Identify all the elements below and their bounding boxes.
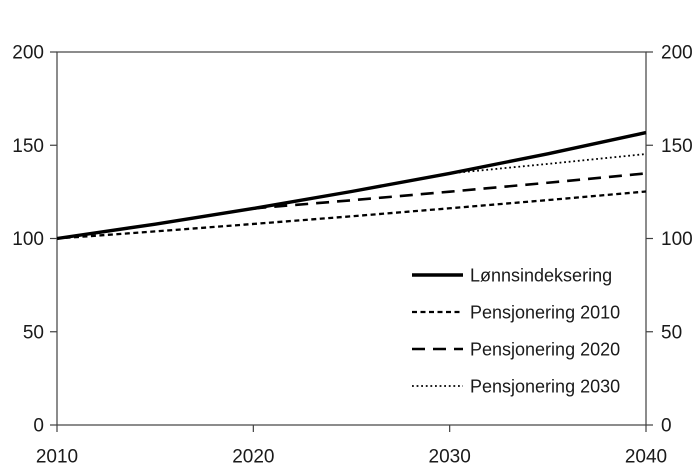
series-line-long-dash bbox=[253, 172, 647, 210]
y-axis-label-left: 0 bbox=[33, 416, 44, 437]
y-axis-label-right: 0 bbox=[661, 416, 672, 437]
x-axis-label: 2030 bbox=[429, 447, 471, 468]
legend-label: Pensjonering 2030 bbox=[470, 376, 620, 396]
plot-frame bbox=[56, 51, 647, 426]
y-axis-label-left: 100 bbox=[12, 229, 44, 250]
legend-label: Pensjonering 2020 bbox=[470, 339, 620, 359]
series-line-short-dash bbox=[56, 190, 647, 240]
y-axis-label-left: 50 bbox=[23, 322, 44, 343]
series-line-dotted bbox=[449, 153, 647, 175]
legend-label: Pensjonering 2010 bbox=[470, 302, 620, 322]
y-axis-label-right: 200 bbox=[661, 43, 693, 64]
y-axis-label-left: 200 bbox=[12, 43, 44, 64]
y-axis-label-right: 150 bbox=[661, 136, 693, 157]
y-axis-label-left: 150 bbox=[12, 136, 44, 157]
x-axis-label: 2010 bbox=[36, 447, 78, 468]
y-axis-label-right: 50 bbox=[661, 322, 682, 343]
legend-label: Lønnsindeksering bbox=[470, 265, 612, 285]
x-axis-label: 2020 bbox=[232, 447, 274, 468]
series-line-solid bbox=[56, 130, 647, 241]
x-axis-label: 2040 bbox=[625, 447, 667, 468]
y-axis-label-right: 100 bbox=[661, 229, 693, 250]
